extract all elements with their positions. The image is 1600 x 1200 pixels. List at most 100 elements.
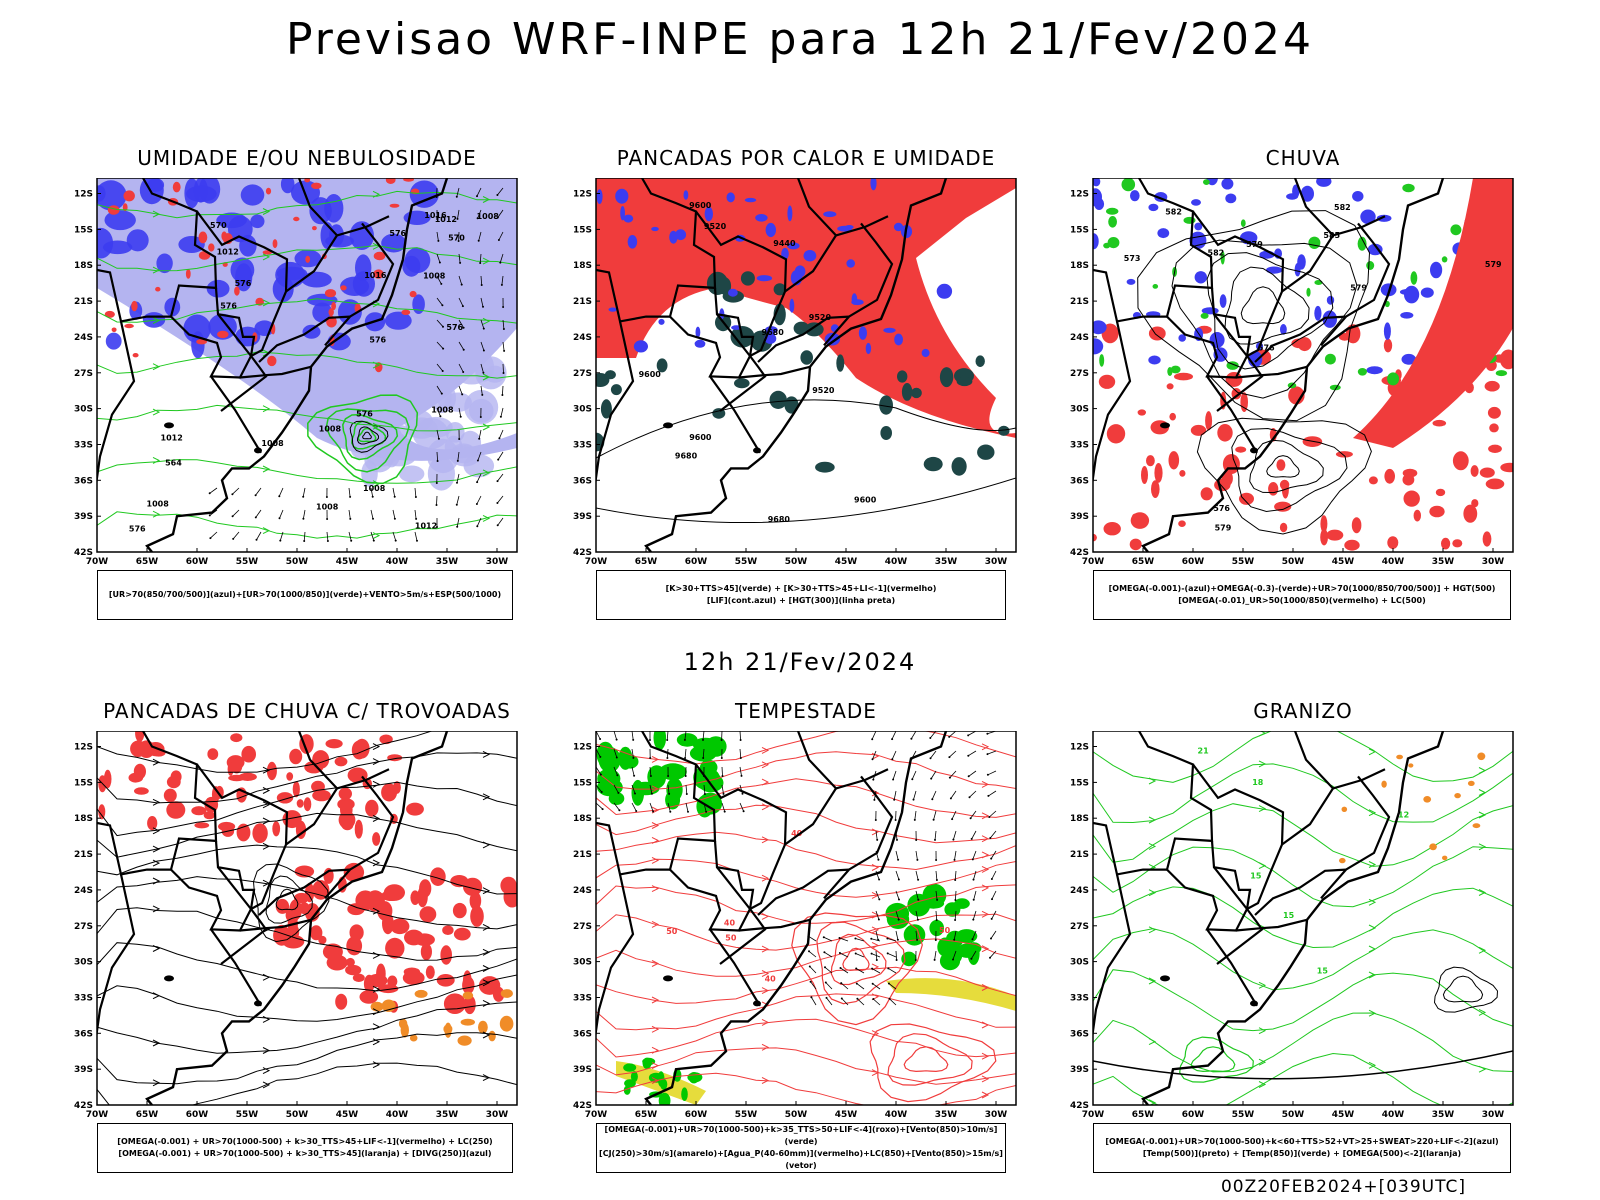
contour-label: 576 [129, 525, 146, 534]
lon-tick-label: 30W [486, 1110, 509, 1120]
lat-tick-label: 18S [74, 261, 93, 271]
contour-label: 40 [791, 829, 803, 838]
lon-tick-label: 55W [1232, 1110, 1255, 1120]
lon-tick-label: 30W [1482, 557, 1505, 567]
legend-line: [CJ(250)>30m/s](amarelo)+[Agua_P(40-60mm… [599, 1149, 1003, 1170]
lat-tick-label: 36S [74, 1029, 93, 1039]
lon-tick-label: 55W [735, 1110, 758, 1120]
lat-tick-label: 33S [74, 994, 93, 1004]
lat-tick-label: 18S [74, 814, 93, 824]
lat-tick-label: 15S [1070, 225, 1089, 235]
lat-tick-label: 15S [74, 778, 93, 788]
lat-tick-label: 33S [1070, 441, 1089, 451]
map-frame [96, 731, 518, 1106]
lat-tick-label: 12S [1070, 190, 1089, 200]
lon-tick-label: 45W [336, 1110, 359, 1120]
lat-tick-label: 24S [1070, 333, 1089, 343]
legend-line: [K>30+TTS>45](verde) + [K>30+TTS>45+LI<-… [665, 584, 937, 593]
lat-tick-label: 39S [1070, 512, 1089, 522]
lon-tick-label: 45W [835, 1110, 858, 1120]
panel-title: GRANIZO [1253, 699, 1353, 723]
lat-tick-label: 18S [1070, 814, 1089, 824]
contour-label: 1008 [431, 406, 454, 415]
lon-tick-label: 70W [1082, 557, 1105, 567]
panel-title: UMIDADE E/OU NEBULOSIDADE [137, 146, 477, 170]
legend-box: [OMEGA(-0.001)-(azul)+OMEGA(-0.3)-(verde… [1093, 570, 1511, 620]
legend-box: [K>30+TTS>45](verde) + [K>30+TTS>45+LI<-… [596, 570, 1006, 620]
lat-tick-label: 33S [573, 994, 592, 1004]
lat-tick-label: 36S [1070, 476, 1089, 486]
contour-label: 9600 [689, 433, 712, 442]
panel-title: PANCADAS DE CHUVA C/ TROVOADAS [103, 699, 511, 723]
lon-tick-label: 60W [685, 1110, 708, 1120]
lon-tick-label: 30W [486, 557, 509, 567]
lat-tick-label: 24S [1070, 886, 1089, 896]
legend-line: [OMEGA(-0.001)+UR>70(1000-500)+k<60+TTS>… [1105, 1137, 1499, 1146]
contour-label: 50 [666, 927, 678, 936]
lon-tick-label: 45W [835, 557, 858, 567]
lat-tick-label: 33S [1070, 994, 1089, 1004]
contour-label: 9520 [809, 313, 832, 322]
contour-label: 15 [1283, 911, 1295, 920]
lat-tick-label: 12S [74, 190, 93, 200]
legend-line: [OMEGA(-0.01)_UR>50(1000/850)(vermelho) … [1178, 596, 1426, 605]
lat-tick-label: 15S [74, 225, 93, 235]
legend-line: [LIF](cont.azul) + [HGT(300)](linha pret… [706, 596, 896, 605]
contour-label: 576 [369, 336, 386, 345]
contour-label: 579 [1485, 260, 1502, 269]
contour-label: 570 [448, 234, 465, 243]
main-title: Previsao WRF-INPE para 12h 21/Fev/2024 [286, 14, 1314, 65]
contour-label: 582 [1334, 203, 1351, 212]
lon-tick-label: 40W [885, 557, 908, 567]
forecast-map: 1012101210081008100810081016101210081012… [74, 178, 518, 567]
lon-tick-label: 65W [1132, 557, 1155, 567]
lat-tick-label: 36S [1070, 1029, 1089, 1039]
lat-tick-label: 42S [573, 548, 592, 558]
lat-tick-label: 24S [74, 886, 93, 896]
lon-tick-label: 55W [236, 1110, 259, 1120]
lon-tick-label: 35W [935, 1110, 958, 1120]
contour-label: 573 [1124, 254, 1141, 263]
legend-box: [OMEGA(-0.001) + UR>70(1000-500) + k>30_… [97, 1123, 513, 1173]
legend-line: [OMEGA(-0.001) + UR>70(1000-500) + k>30_… [117, 1137, 493, 1146]
contour-label: 1008 [363, 484, 386, 493]
lat-tick-label: 42S [74, 548, 93, 558]
contour-label: 1008 [423, 272, 446, 281]
lat-tick-label: 15S [573, 778, 592, 788]
contour-label: 40 [724, 919, 736, 928]
contour-label: 9600 [854, 495, 877, 504]
lat-tick-label: 39S [74, 1065, 93, 1075]
lon-tick-label: 60W [1182, 1110, 1205, 1120]
lat-tick-label: 42S [1070, 548, 1089, 558]
contour-label: 1008 [477, 212, 500, 221]
lat-tick-label: 30S [1070, 958, 1089, 968]
lon-tick-label: 40W [1382, 1110, 1405, 1120]
forecast-map: 40 50 50 40 50 40 12S 15S 18S 21S 24S 27S 30S 33S 36S 3… [573, 731, 1017, 1120]
lat-tick-label: 27S [74, 922, 93, 932]
lon-tick-label: 65W [136, 557, 159, 567]
lon-tick-label: 65W [1132, 1110, 1155, 1120]
forecast-map: 58558257957957657358257657958257912S15S1… [1070, 178, 1514, 567]
contour-label: 582 [1208, 249, 1225, 258]
lon-tick-label: 60W [186, 1110, 209, 1120]
contour-label: 9680 [762, 328, 785, 337]
contour-label: 576 [389, 229, 406, 238]
map-frame [595, 178, 1017, 553]
lat-tick-label: 39S [1070, 1065, 1089, 1075]
lon-tick-label: 60W [685, 557, 708, 567]
lon-tick-label: 40W [386, 557, 409, 567]
legend-line: [OMEGA(-0.001)-(azul)+OMEGA(-0.3)-(verde… [1108, 584, 1496, 593]
contour-label: 1008 [316, 503, 339, 512]
lon-tick-label: 35W [935, 557, 958, 567]
lon-tick-label: 50W [1282, 557, 1305, 567]
lon-tick-label: 40W [885, 1110, 908, 1120]
lon-tick-label: 70W [585, 557, 608, 567]
contour-label: 1016 [424, 211, 447, 220]
lon-tick-label: 60W [1182, 557, 1205, 567]
contour-label: 1012 [217, 248, 239, 257]
legend-line: [OMEGA(-0.001) + UR>70(1000-500) + k>30_… [118, 1149, 492, 1158]
lon-tick-label: 45W [1332, 557, 1355, 567]
contour-label: 576 [1213, 504, 1230, 513]
lon-tick-label: 50W [785, 1110, 808, 1120]
lon-tick-label: 65W [635, 557, 658, 567]
